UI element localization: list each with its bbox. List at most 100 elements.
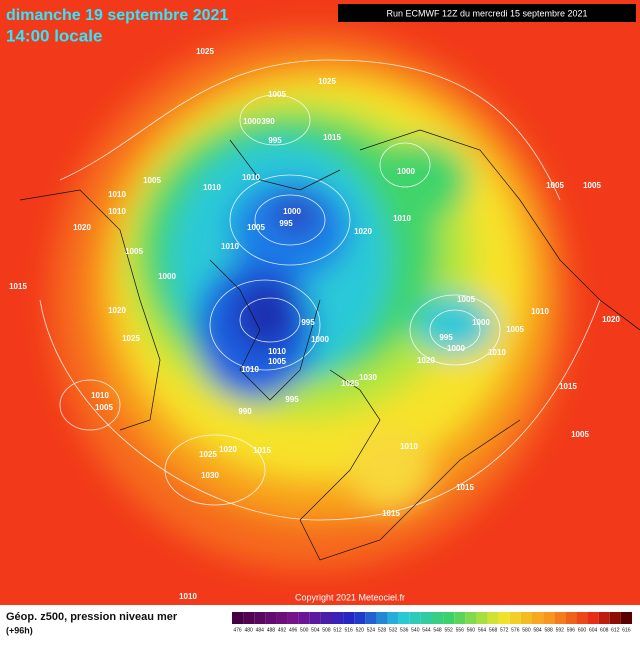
isobar-label: 1005 <box>143 176 161 185</box>
scale-swatch <box>476 612 488 624</box>
isobar-label: 995 <box>439 333 453 342</box>
isobar-label: 1010 <box>531 307 549 316</box>
isobar-label: 1030 <box>359 373 377 382</box>
copyright: Copyright 2021 Meteociel.fr <box>295 592 405 602</box>
scale-label: 508 <box>322 627 331 633</box>
isobar-label: 1005 <box>95 403 113 412</box>
scale-label: 516 <box>344 627 353 633</box>
isobar-label: 1005 <box>583 181 601 190</box>
isobar-label: 1010 <box>108 207 126 216</box>
isobar-label: 1005 <box>571 430 589 439</box>
isobar-labels: 1025 1005 1025 1000 390 995 1015 1000 1010 1005 10… <box>9 47 620 601</box>
scale-swatch <box>265 612 277 624</box>
isobar-label: 1025 <box>341 379 359 388</box>
scale-label: 520 <box>356 627 365 633</box>
isobar-label: 995 <box>301 318 315 327</box>
isobar-label: 1010 <box>241 365 259 374</box>
scale-swatch <box>509 612 521 624</box>
run-box <box>338 4 636 22</box>
isobar-label: 1015 <box>382 509 400 518</box>
isobar-label: 1010 <box>268 347 286 356</box>
scale-swatch <box>443 612 455 624</box>
isobar-label: 1005 <box>457 295 475 304</box>
scale-swatch <box>520 612 532 624</box>
scale-swatch <box>343 612 355 624</box>
scale-swatch <box>576 612 588 624</box>
isobar-label: 1015 <box>253 446 271 455</box>
scale-label: 504 <box>311 627 320 633</box>
isobar-label: 995 <box>285 395 299 404</box>
scale-label: 492 <box>278 627 287 633</box>
isobar-label: 1005 <box>268 90 286 99</box>
isobar-label: 1015 <box>323 133 341 142</box>
scale-label: 608 <box>600 627 609 633</box>
scale-label: 552 <box>444 627 453 633</box>
scale-swatch <box>376 612 388 624</box>
local-time: 14:00 locale <box>6 26 102 45</box>
isobar-label: 1000 <box>472 318 490 327</box>
scale-label: 528 <box>378 627 387 633</box>
scale-swatch <box>609 612 621 624</box>
isobar-label: 1000 <box>311 335 329 344</box>
scale-label: 476 <box>233 627 242 633</box>
geopotential-field <box>0 0 640 605</box>
isobar-label: 390 <box>261 117 275 126</box>
isobar-label: 1020 <box>417 356 435 365</box>
scale-label: 592 <box>556 627 565 633</box>
isobar-label: 1000 <box>447 344 465 353</box>
scale-label: 584 <box>533 627 542 633</box>
scale-label: 576 <box>511 627 520 633</box>
scale-swatch <box>387 612 399 624</box>
scale-swatch <box>543 612 555 624</box>
isobar-label: 1020 <box>219 445 237 454</box>
scale-swatch <box>320 612 332 624</box>
scale-label: 500 <box>300 627 309 633</box>
scale-label: 532 <box>389 627 398 633</box>
isobar-label: 1015 <box>9 282 27 291</box>
scale-swatch <box>554 612 566 624</box>
isobar-label: 1010 <box>108 190 126 199</box>
scale-swatch <box>398 612 410 624</box>
isobar-label: 1020 <box>354 227 372 236</box>
isobar-label: 1020 <box>108 306 126 315</box>
scale-label: 600 <box>578 627 587 633</box>
isobar-label: 1000 <box>158 272 176 281</box>
scale-label: 540 <box>411 627 420 633</box>
scale-label: 588 <box>544 627 553 633</box>
scale-swatch <box>409 612 421 624</box>
scale-label: 524 <box>367 627 376 633</box>
scale-label: 596 <box>567 627 576 633</box>
isobar-label: 1030 <box>201 471 219 480</box>
isobar-label: 1005 <box>125 247 143 256</box>
isobar-label: 1010 <box>221 242 239 251</box>
scale-swatch <box>420 612 432 624</box>
scale-label: 512 <box>333 627 342 633</box>
isobar-label: 995 <box>279 219 293 228</box>
scale-swatch <box>365 612 377 624</box>
scale-swatch <box>587 612 599 624</box>
scale-swatch <box>298 612 310 624</box>
scale-swatch <box>598 612 610 624</box>
isobar-label: 1025 <box>199 450 217 459</box>
isobar-label: 1025 <box>122 334 140 343</box>
run-info: Run ECMWF 12Z du mercredi 15 septembre 2… <box>386 8 587 18</box>
isobar-label: 1020 <box>602 315 620 324</box>
isobar-label: 1010 <box>179 592 197 601</box>
lead-time: (+96h) <box>6 625 33 635</box>
scale-label: 560 <box>467 627 476 633</box>
isobar-label: 1010 <box>203 183 221 192</box>
scale-label: 616 <box>622 627 631 633</box>
scale-swatch <box>243 612 255 624</box>
isobar-label: 1015 <box>456 483 474 492</box>
scale-swatch <box>465 612 477 624</box>
scale-swatch <box>565 612 577 624</box>
scale-label: 572 <box>500 627 509 633</box>
isobar-label: 1000 <box>397 167 415 176</box>
scale-label: 564 <box>478 627 487 633</box>
scale-label: 536 <box>400 627 409 633</box>
color-scale: 476 480 484 488 492 496 500 504 508 512 516 520 524 5… <box>232 612 632 633</box>
isobar-label: 1015 <box>559 382 577 391</box>
scale-label: 484 <box>256 627 265 633</box>
scale-swatch <box>532 612 544 624</box>
